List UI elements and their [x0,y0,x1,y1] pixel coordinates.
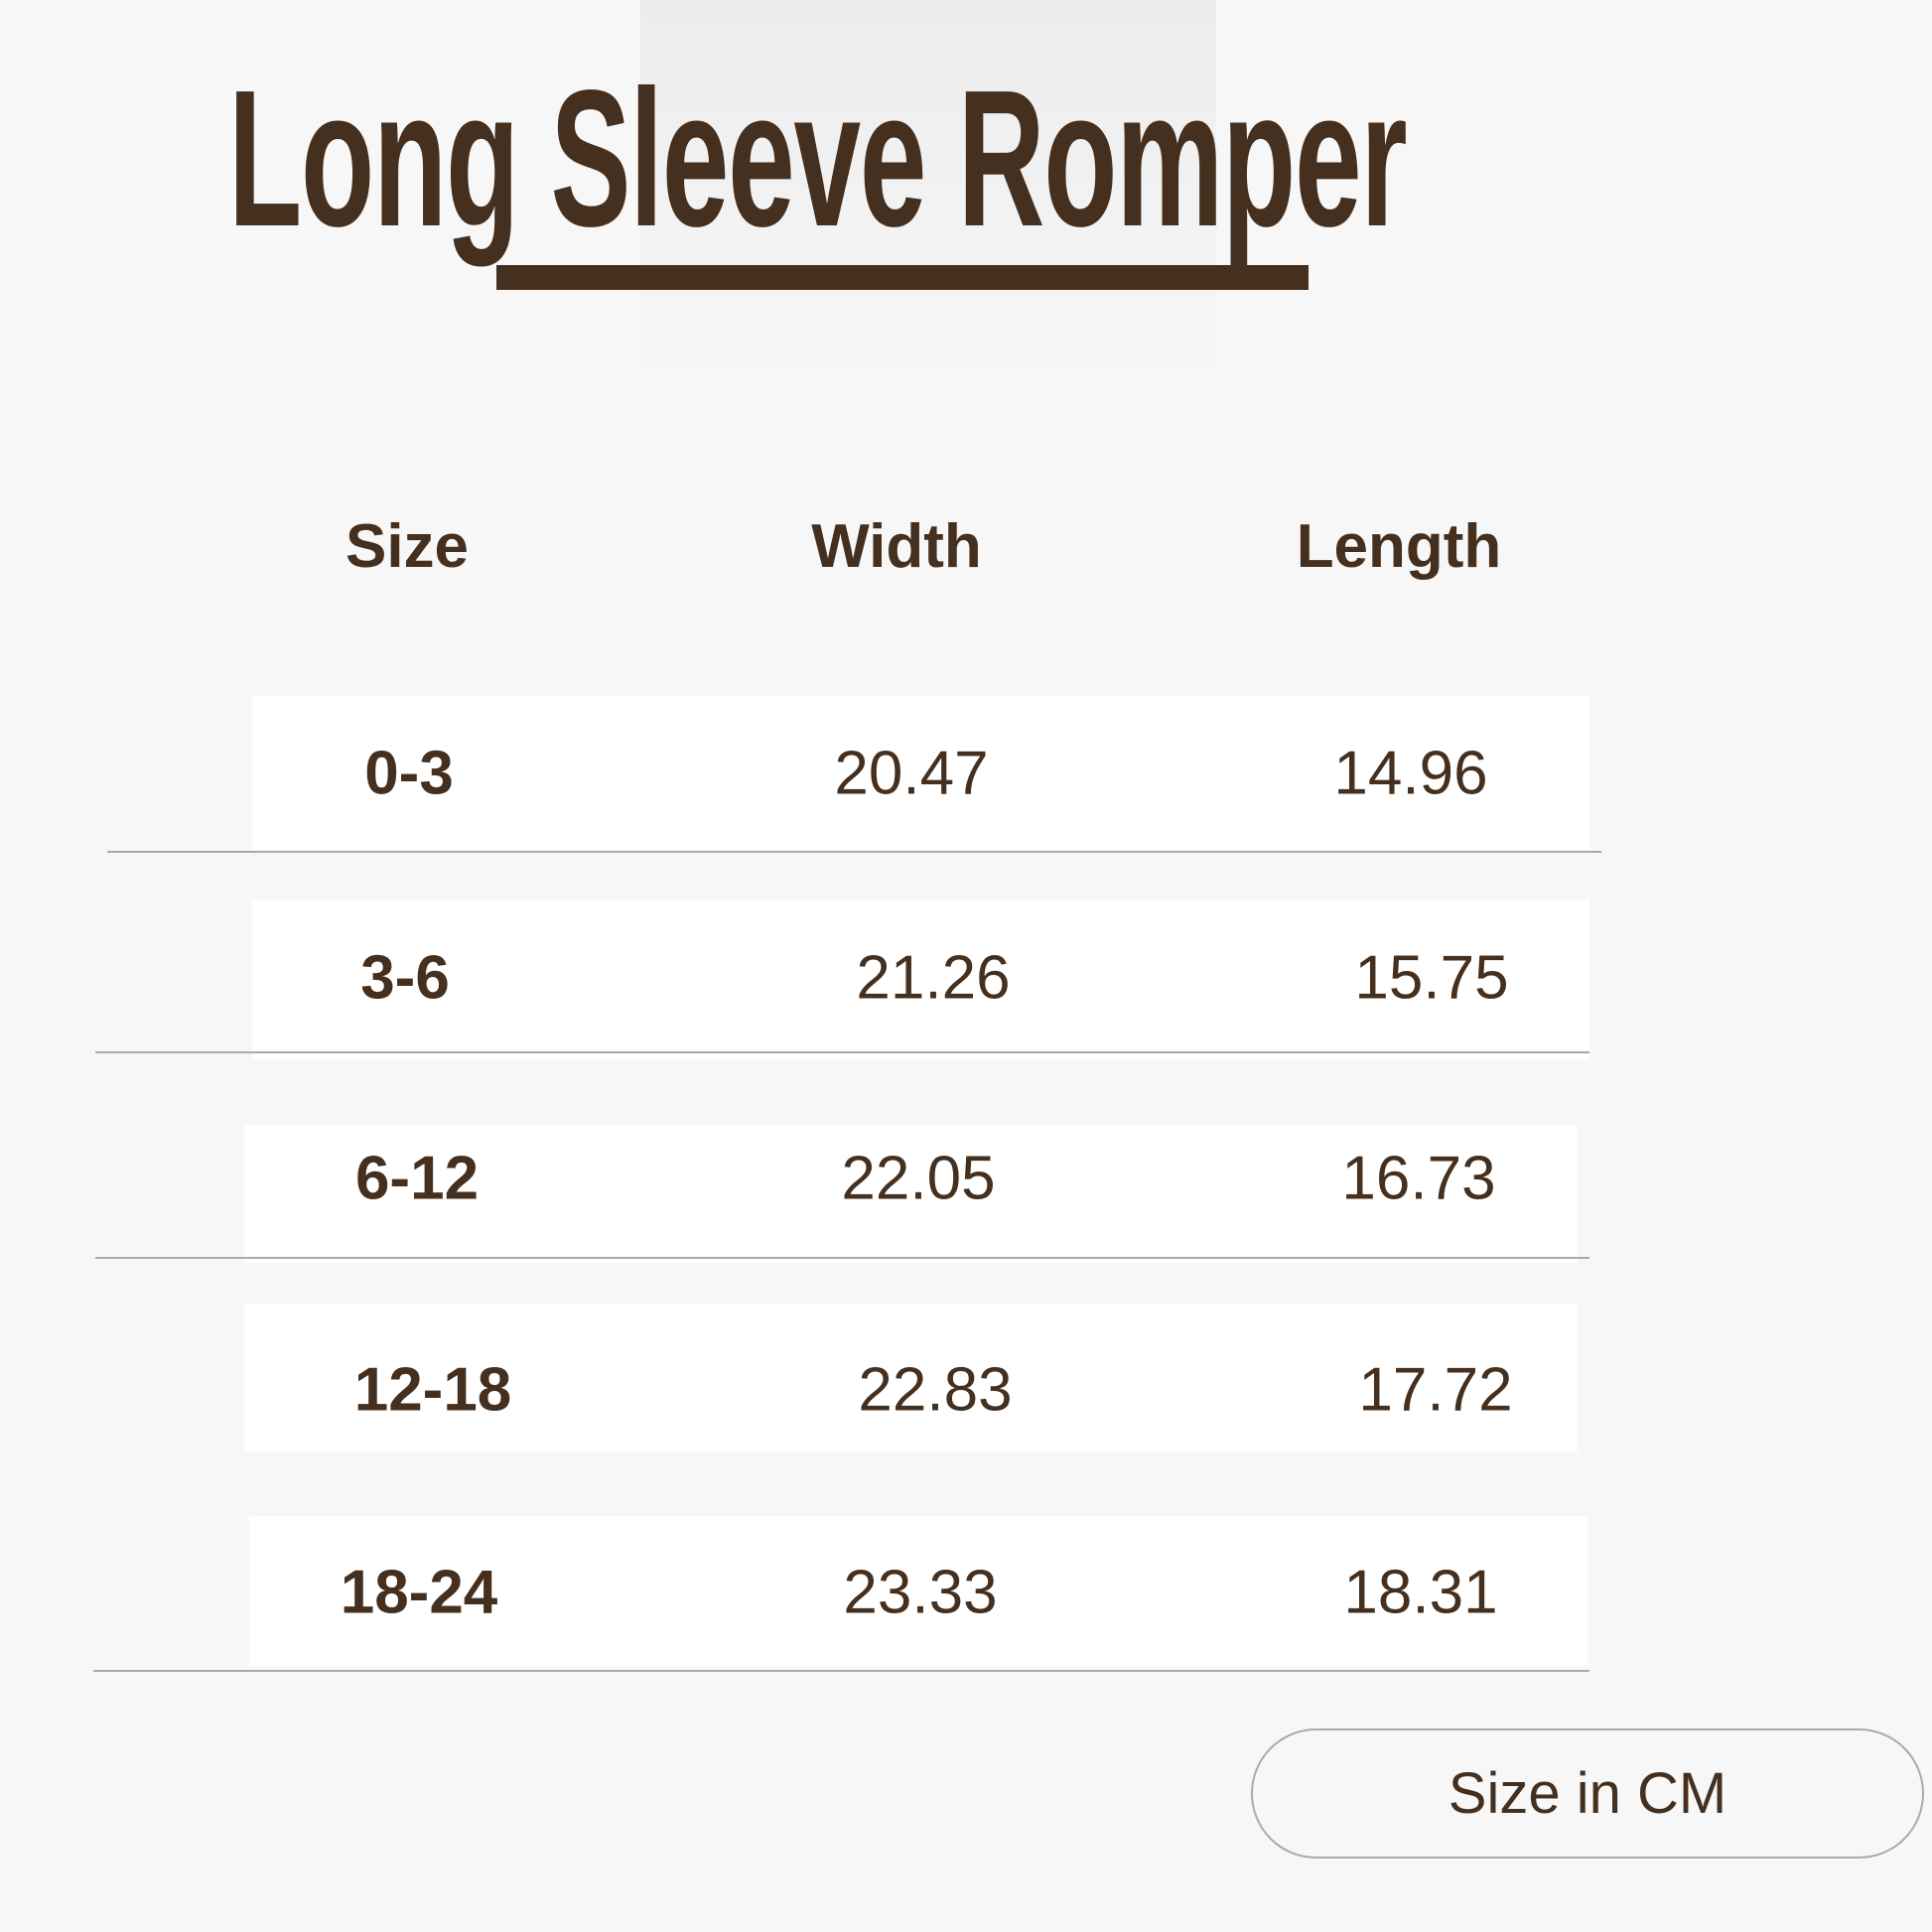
table-row [244,1304,1578,1451]
unit-label: Size in CM [1448,1761,1727,1826]
row-divider [107,851,1601,853]
header-width: Width [811,512,982,581]
table-row [249,1516,1587,1666]
cell-length: 14.96 [1333,739,1488,808]
table-row [252,899,1589,1059]
row-divider [95,1257,1589,1259]
cell-size: 0-3 [364,739,454,808]
cell-width: 23.33 [843,1558,998,1627]
title-underline [496,265,1309,290]
header-size: Size [345,512,470,581]
cell-width: 22.05 [841,1144,996,1213]
header-length: Length [1296,512,1502,581]
cell-length: 16.73 [1341,1144,1496,1213]
row-divider [93,1670,1589,1672]
cell-width: 22.83 [858,1355,1013,1425]
background-patch [640,0,1216,377]
cell-size: 12-18 [353,1355,512,1425]
cell-size: 6-12 [354,1144,480,1213]
unit-label-button[interactable]: Size in CM [1251,1728,1924,1859]
page-title: Long Sleeve Romper [228,50,1408,267]
cell-length: 17.72 [1358,1355,1513,1425]
cell-size: 3-6 [360,943,450,1013]
cell-length: 18.31 [1343,1558,1498,1627]
cell-width: 21.26 [856,943,1011,1013]
cell-size: 18-24 [340,1558,498,1627]
cell-width: 20.47 [834,739,989,808]
table-row [244,1125,1578,1263]
cell-length: 15.75 [1354,943,1509,1013]
row-divider [95,1051,1589,1053]
table-row [252,696,1589,850]
